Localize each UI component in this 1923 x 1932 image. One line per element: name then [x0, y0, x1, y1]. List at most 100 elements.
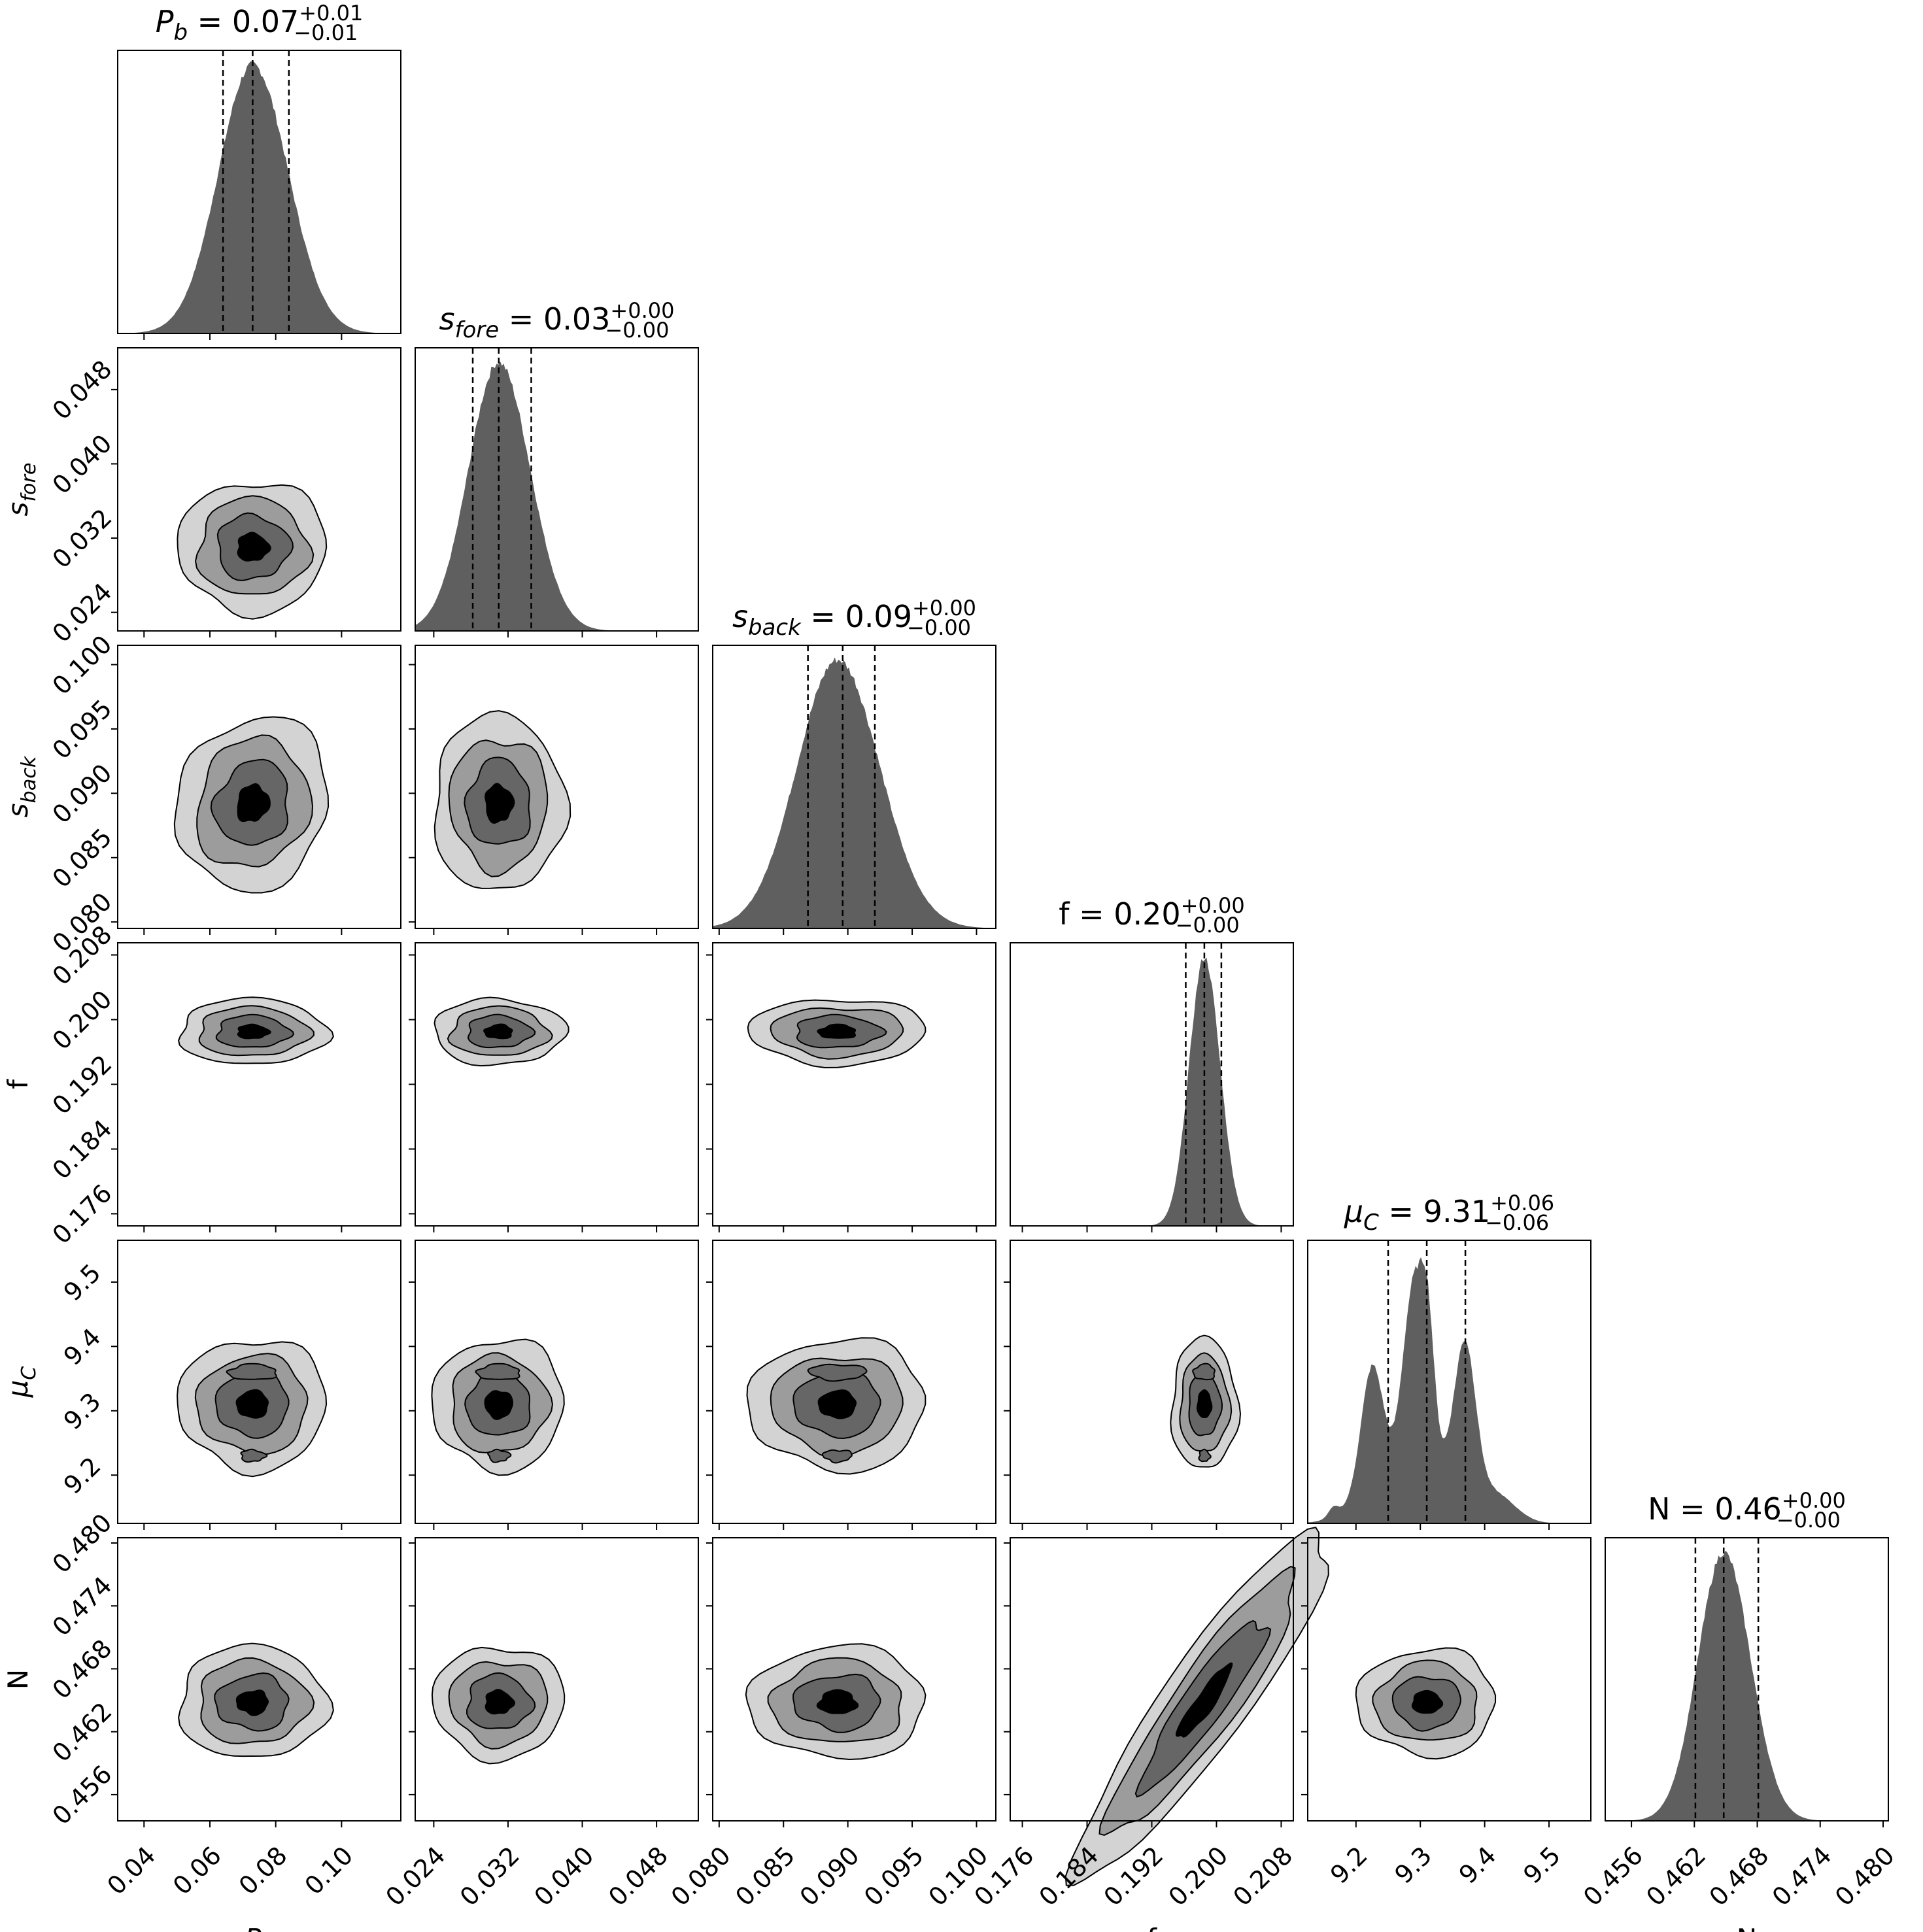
contour-lobe-lower — [240, 1448, 268, 1463]
title-equals: = — [188, 4, 232, 39]
x-tick-label: 0.184 — [1034, 1841, 1104, 1912]
contour-level-3 — [235, 1389, 269, 1419]
contour-panel-s_back-N — [712, 1537, 996, 1822]
contour-level-3 — [484, 1390, 514, 1421]
contour-panel-s_fore-s_back — [415, 645, 699, 929]
y-tick-label: 0.100 — [47, 630, 118, 700]
histogram-f — [1010, 957, 1293, 1226]
title-minus: −0.00 — [1176, 913, 1240, 938]
panel-frame — [117, 1537, 401, 1822]
panel-frame — [1010, 1240, 1294, 1524]
y-tick-label: 9.4 — [58, 1323, 107, 1371]
y-tick-label: 0.024 — [47, 577, 118, 648]
y-tick-label: 9.2 — [58, 1451, 107, 1500]
y-tick-label: 0.032 — [47, 503, 118, 574]
x-tick-label: 0.06 — [167, 1841, 227, 1901]
title-mu_C: μC = 9.31+0.06 — [1344, 1191, 1554, 1236]
title-value: 0.07 — [232, 4, 299, 39]
contour-level-3 — [237, 532, 271, 562]
x-tick-label: 0.032 — [454, 1841, 525, 1912]
y-tick-label: 0.474 — [47, 1571, 118, 1642]
contour-lobe-upper — [475, 1363, 520, 1380]
contour-lobe-lower — [1198, 1448, 1212, 1463]
y-axis-label: f — [2, 1079, 34, 1089]
title-minus: −0.01 — [294, 20, 358, 45]
title-f: f = 0.20+0.00 — [1059, 893, 1244, 932]
title-plus: +0.01 — [299, 1, 363, 25]
title-value: 9.31 — [1423, 1194, 1490, 1229]
title-value: 0.46 — [1714, 1491, 1781, 1527]
y-axis-label: sback — [2, 755, 41, 817]
x-tick-label: 0.095 — [859, 1841, 929, 1912]
x-tick-label: 0.200 — [1163, 1841, 1233, 1912]
contour-panel-s_fore-f — [415, 942, 699, 1227]
y-tick-label: 0.176 — [47, 1179, 118, 1249]
title-symbol-sub: b — [173, 20, 188, 46]
contour-lobe-upper — [226, 1363, 277, 1380]
title-symbol-sub: fore — [455, 317, 500, 343]
y-tick-label: 0.462 — [47, 1697, 118, 1767]
y-axis-label: μC — [2, 1366, 41, 1398]
panel-frame — [415, 1240, 699, 1524]
y-axis-label-sub: C — [18, 1366, 41, 1380]
x-axis-label: sfore — [530, 1923, 583, 1932]
panel-frame — [117, 645, 401, 929]
contour-level-3 — [817, 1389, 857, 1419]
panel-frame — [415, 1537, 699, 1822]
title-N: N = 0.46+0.00 — [1648, 1488, 1846, 1527]
y-tick-label: 9.3 — [58, 1387, 107, 1435]
y-axis-label-main: N — [2, 1669, 34, 1689]
title-equals: = — [1671, 1491, 1715, 1527]
x-axis-label: N — [1737, 1923, 1757, 1932]
y-axis-label-main: μ — [2, 1380, 34, 1398]
contour-level-3 — [1176, 1662, 1233, 1738]
contour-panel-P_b-mu_C — [117, 1240, 401, 1524]
histogram-s_fore — [415, 361, 698, 631]
y-tick-label: 9.5 — [58, 1259, 107, 1307]
title-P_b: Pb = 0.07+0.01 — [156, 1, 364, 46]
contour-panel-f-mu_C — [1010, 1240, 1294, 1524]
contour-panel-s_back-mu_C — [712, 1240, 996, 1524]
title-plus: +0.00 — [610, 298, 674, 323]
panel-frame — [712, 1537, 996, 1822]
panel-frame — [1307, 1537, 1591, 1822]
y-axis-label-sub: back — [18, 755, 41, 803]
x-tick-label: 0.090 — [794, 1841, 865, 1912]
y-tick-label: 0.048 — [47, 354, 118, 425]
title-value: 0.20 — [1114, 896, 1180, 932]
x-tick-label: 9.5 — [1518, 1841, 1566, 1890]
y-axis-label-main: s — [2, 803, 34, 817]
title-equals: = — [1379, 1194, 1423, 1229]
x-tick-label: 0.474 — [1767, 1841, 1837, 1912]
y-tick-label: 0.468 — [47, 1634, 118, 1704]
hist-panel-mu_C: μC = 9.31+0.06−0.06 — [1307, 1191, 1591, 1524]
y-axis-label-main: f — [2, 1079, 34, 1089]
x-tick-label: 9.3 — [1389, 1841, 1437, 1890]
histogram-s_back — [713, 657, 996, 928]
contour-panel-P_b-f — [117, 942, 401, 1227]
title-s_fore: sfore = 0.03+0.00 — [439, 298, 675, 343]
x-axis-label-main: N — [1737, 1923, 1757, 1932]
contour-panel-P_b-N — [117, 1537, 401, 1822]
panel-frame — [1605, 1537, 1889, 1822]
panel-frame — [117, 1240, 401, 1524]
contour-level-3 — [1411, 1689, 1444, 1714]
y-tick-label: 0.040 — [47, 429, 118, 500]
panel-frame — [1010, 942, 1294, 1227]
y-axis-label: N — [2, 1669, 34, 1689]
title-minus: −0.00 — [605, 318, 669, 343]
title-symbol: μ — [1344, 1194, 1363, 1229]
y-tick-label: 0.095 — [47, 694, 118, 765]
contour-level-3 — [235, 1689, 269, 1716]
x-tick-label: 0.480 — [1829, 1841, 1900, 1912]
contour-panel-P_b-s_fore — [117, 347, 401, 632]
x-tick-label: 0.085 — [730, 1841, 800, 1912]
y-axis-label-sub: fore — [18, 462, 41, 501]
contour-lobe-lower — [821, 1449, 853, 1464]
y-tick-label: 0.192 — [47, 1049, 118, 1120]
contour-lobe-upper — [1192, 1363, 1216, 1381]
x-axis-label-main: f — [1147, 1923, 1157, 1932]
y-tick-label: 0.184 — [47, 1114, 118, 1185]
